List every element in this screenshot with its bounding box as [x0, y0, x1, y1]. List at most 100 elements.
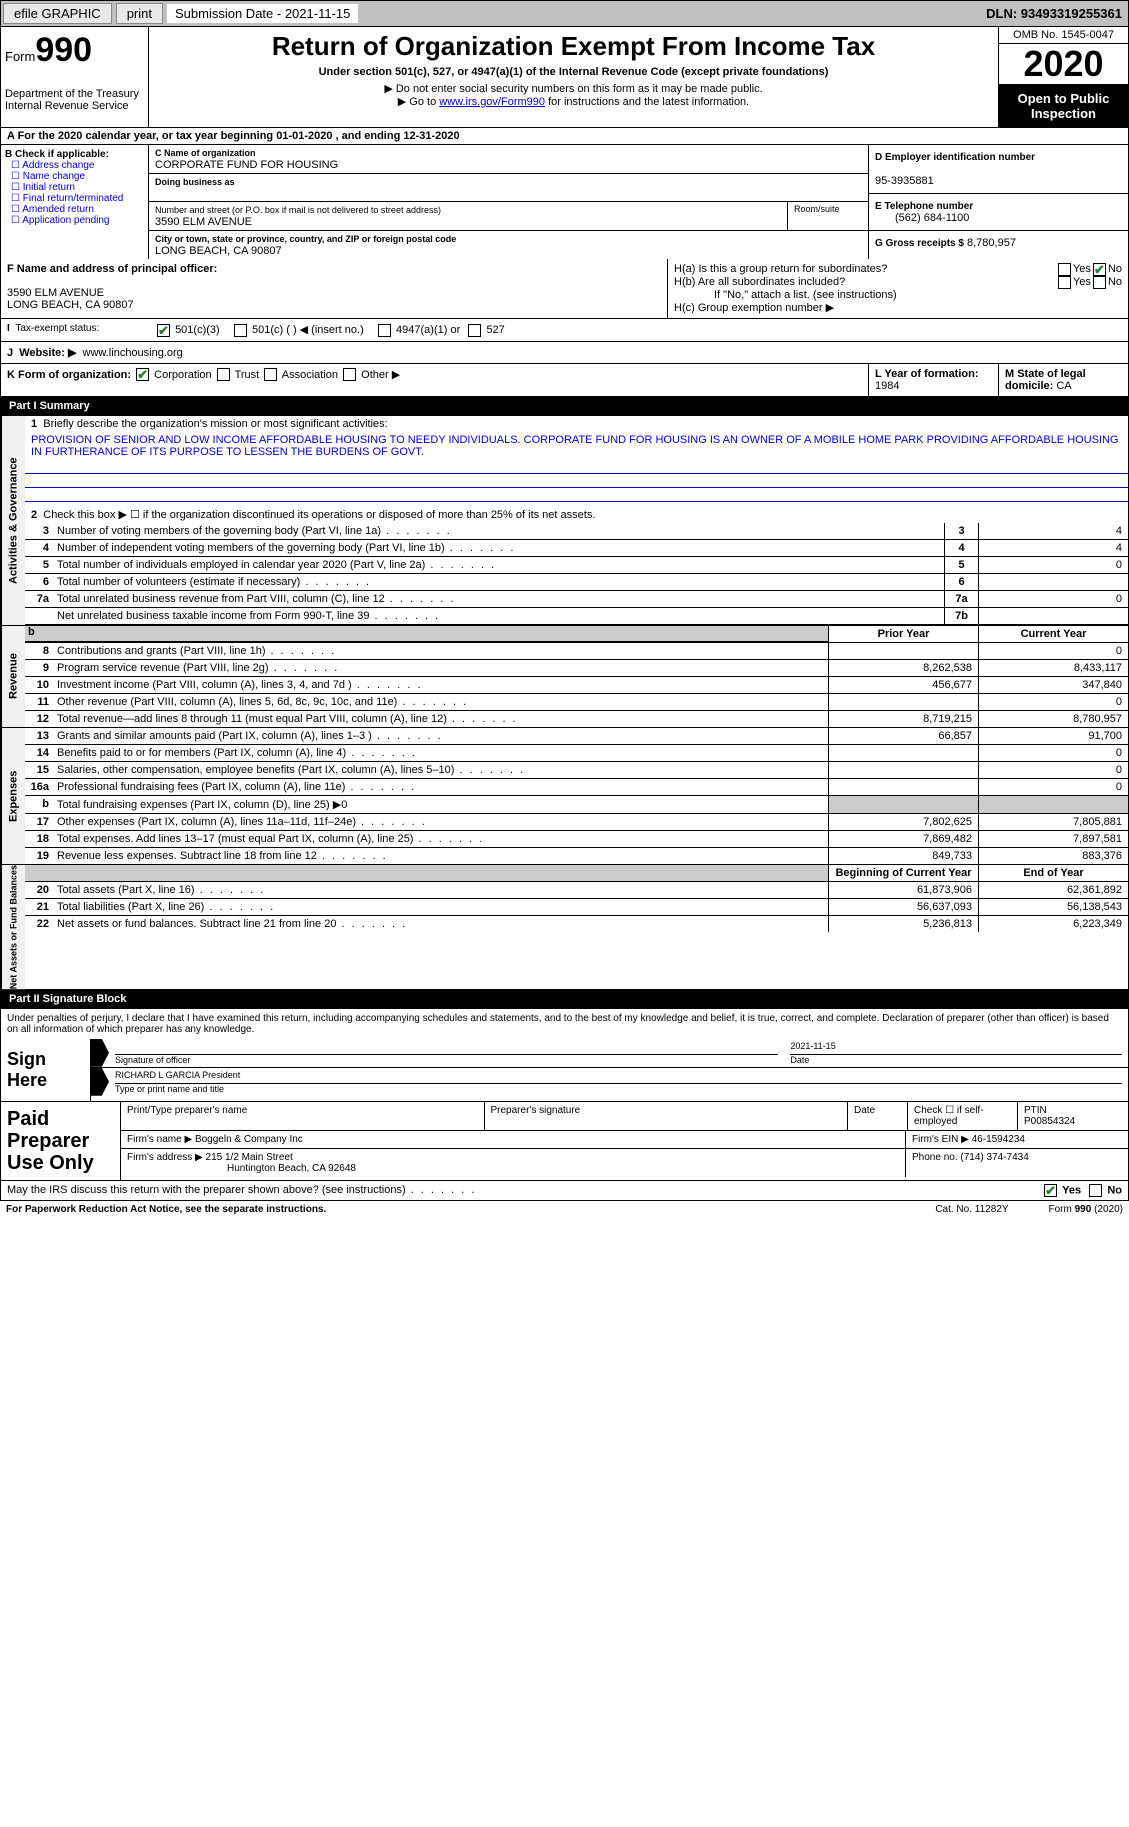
box-b: B Check if applicable: ☐ Address change …: [1, 145, 149, 259]
ha-yes[interactable]: [1058, 263, 1071, 276]
part2-header: Part II Signature Block: [0, 990, 1129, 1009]
ptin-value: P00854324: [1024, 1116, 1075, 1127]
hb-no[interactable]: [1093, 276, 1106, 289]
sign-arrow-icon: [91, 1039, 109, 1067]
mission-text: PROVISION OF SENIOR AND LOW INCOME AFFOR…: [25, 432, 1128, 460]
part1-revenue: Revenue b Prior Year Current Year 8Contr…: [0, 626, 1129, 728]
hb-yes[interactable]: [1058, 276, 1071, 289]
discuss-row: May the IRS discuss this return with the…: [0, 1181, 1129, 1201]
instructions-link[interactable]: www.irs.gov/Form990: [439, 96, 545, 108]
efile-button[interactable]: efile GRAPHIC: [3, 3, 112, 24]
vtab-revenue: Revenue: [1, 626, 25, 727]
summary-line: 22Net assets or fund balances. Subtract …: [25, 916, 1128, 932]
year-formation: 1984: [875, 380, 899, 392]
box-c: C Name of organization CORPORATE FUND FO…: [149, 145, 868, 259]
chk-address-change[interactable]: ☐ Address change: [11, 160, 144, 171]
summary-line: 5Total number of individuals employed in…: [25, 557, 1128, 574]
chk-assoc[interactable]: [264, 368, 277, 381]
paid-preparer-block: Paid Preparer Use Only Print/Type prepar…: [0, 1102, 1129, 1181]
tax-year: 2020: [999, 44, 1128, 85]
dln-label: DLN: 93493319255361: [986, 6, 1126, 21]
sign-here-label: Sign Here: [1, 1039, 91, 1101]
top-toolbar: efile GRAPHIC print Submission Date - 20…: [0, 0, 1129, 27]
sign-date-value: 2021-11-15: [790, 1041, 1122, 1055]
summary-line: 9Program service revenue (Part VIII, lin…: [25, 660, 1128, 677]
firm-addr1: 215 1/2 Main Street: [206, 1152, 293, 1163]
chk-trust[interactable]: [217, 368, 230, 381]
org-name: CORPORATE FUND FOR HOUSING: [155, 159, 338, 171]
discuss-no[interactable]: [1089, 1184, 1102, 1197]
chk-name-change[interactable]: ☐ Name change: [11, 171, 144, 182]
summary-line: 6Total number of volunteers (estimate if…: [25, 574, 1128, 591]
col-end-year: End of Year: [978, 865, 1128, 881]
form-subtitle: Under section 501(c), 527, or 4947(a)(1)…: [153, 66, 994, 78]
vtab-expenses: Expenses: [1, 728, 25, 864]
summary-line: 11Other revenue (Part VIII, column (A), …: [25, 694, 1128, 711]
chk-corp[interactable]: [136, 368, 149, 381]
chk-other[interactable]: [343, 368, 356, 381]
org-street: 3590 ELM AVENUE: [155, 216, 252, 228]
col-begin-year: Beginning of Current Year: [828, 865, 978, 881]
paid-preparer-label: Paid Preparer Use Only: [1, 1102, 121, 1180]
summary-line: 4Number of independent voting members of…: [25, 540, 1128, 557]
ha-no[interactable]: [1093, 263, 1106, 276]
summary-line: 17Other expenses (Part IX, column (A), l…: [25, 814, 1128, 831]
summary-line: 10Investment income (Part VIII, column (…: [25, 677, 1128, 694]
vtab-netassets: Net Assets or Fund Balances: [1, 865, 25, 989]
firm-ein: 46-1594234: [972, 1134, 1025, 1145]
page-footer: For Paperwork Reduction Act Notice, see …: [0, 1201, 1129, 1218]
part1-governance: Activities & Governance 1 Briefly descri…: [0, 416, 1129, 626]
box-deg: D Employer identification number 95-3935…: [868, 145, 1128, 259]
gross-receipts: 8,780,957: [967, 237, 1016, 249]
department-label: Department of the Treasury Internal Reve…: [5, 88, 144, 112]
org-city: LONG BEACH, CA 90807: [155, 245, 282, 257]
chk-amended-return[interactable]: ☐ Amended return: [11, 204, 144, 215]
omb-number: OMB No. 1545-0047: [999, 27, 1128, 44]
phone-value: (562) 684-1100: [875, 212, 969, 224]
chk-501c3[interactable]: [157, 324, 170, 337]
chk-501c[interactable]: [234, 324, 247, 337]
form-number: Form990: [5, 31, 144, 70]
col-current-year: Current Year: [978, 626, 1128, 642]
row-klm: K Form of organization: Corporation Trus…: [0, 364, 1129, 397]
summary-line: 20Total assets (Part X, line 16)61,873,9…: [25, 882, 1128, 899]
summary-line: 21Total liabilities (Part X, line 26)56,…: [25, 899, 1128, 916]
chk-527[interactable]: [468, 324, 481, 337]
firm-phone: (714) 374-7434: [960, 1152, 1028, 1163]
part1-header: Part I Summary: [0, 397, 1129, 416]
chk-final-return[interactable]: ☐ Final return/terminated: [11, 193, 144, 204]
summary-line: 16aProfessional fundraising fees (Part I…: [25, 779, 1128, 796]
chk-4947[interactable]: [378, 324, 391, 337]
officer-name: RICHARD L GARCIA President: [115, 1070, 1122, 1084]
summary-line: 13Grants and similar amounts paid (Part …: [25, 728, 1128, 745]
row-i: I Tax-exempt status: 501(c)(3) 501(c) ( …: [0, 319, 1129, 342]
website-value: www.linchousing.org: [83, 347, 183, 359]
part1-netassets: Net Assets or Fund Balances Beginning of…: [0, 865, 1129, 990]
note-instructions: Go to www.irs.gov/Form990 for instructio…: [153, 95, 994, 108]
discuss-yes[interactable]: [1044, 1184, 1057, 1197]
sign-here-block: Sign Here Signature of officer 2021-11-1…: [0, 1039, 1129, 1102]
summary-line: 7aTotal unrelated business revenue from …: [25, 591, 1128, 608]
note-ssn: Do not enter social security numbers on …: [153, 82, 994, 95]
sign-arrow-icon: [91, 1068, 109, 1096]
col-prior-year: Prior Year: [828, 626, 978, 642]
firm-addr2: Huntington Beach, CA 92648: [127, 1163, 356, 1174]
row-fh: F Name and address of principal officer:…: [0, 259, 1129, 319]
summary-line: 3Number of voting members of the governi…: [25, 523, 1128, 540]
ein-value: 95-3935881: [875, 175, 934, 187]
officer-addr1: 3590 ELM AVENUE: [7, 287, 104, 299]
chk-initial-return[interactable]: ☐ Initial return: [11, 182, 144, 193]
row-j: J Website: ▶ www.linchousing.org: [0, 342, 1129, 364]
form-title: Return of Organization Exempt From Incom…: [153, 31, 994, 62]
summary-line: 15Salaries, other compensation, employee…: [25, 762, 1128, 779]
part1-expenses: Expenses 13Grants and similar amounts pa…: [0, 728, 1129, 865]
section-identity: B Check if applicable: ☐ Address change …: [0, 145, 1129, 259]
summary-line: 12Total revenue—add lines 8 through 11 (…: [25, 711, 1128, 727]
chk-application-pending[interactable]: ☐ Application pending: [11, 215, 144, 226]
submission-date: Submission Date - 2021-11-15: [167, 4, 358, 23]
summary-line: Net unrelated business taxable income fr…: [25, 608, 1128, 625]
public-inspection: Open to Public Inspection: [999, 85, 1128, 127]
form-header: Form990 Department of the Treasury Inter…: [0, 27, 1129, 128]
summary-line: 18Total expenses. Add lines 13–17 (must …: [25, 831, 1128, 848]
print-button[interactable]: print: [116, 3, 163, 24]
